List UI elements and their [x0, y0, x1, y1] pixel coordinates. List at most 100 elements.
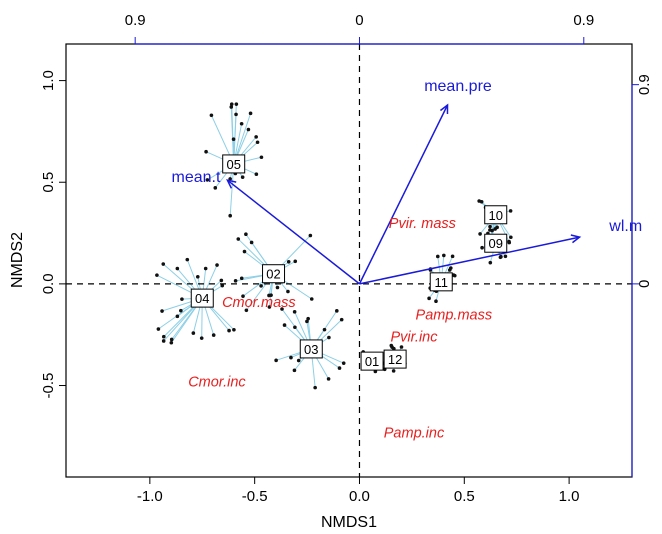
site-point [195, 274, 200, 279]
site-point [269, 293, 273, 297]
site-point [239, 121, 244, 126]
site-point [160, 309, 164, 313]
site-point [211, 333, 216, 337]
species-label: Pamp.mass [416, 307, 493, 323]
site-point [199, 336, 204, 340]
centroid-label: 04 [195, 291, 209, 306]
site-point [452, 273, 457, 278]
centroid-box [484, 233, 508, 253]
vector-arrowhead [570, 234, 582, 244]
top-axis-tick-label: 0.9 [573, 12, 594, 29]
site-point [219, 278, 224, 283]
species-label: Pvir.inc [390, 330, 438, 346]
site-point [293, 259, 298, 264]
site-point [185, 257, 190, 262]
site-point [399, 345, 404, 349]
centroid-label: 11 [434, 275, 448, 290]
vector-arrowhead [226, 179, 237, 189]
x-axis-tick-label: -0.5 [242, 488, 268, 505]
site-point [179, 308, 183, 313]
site-point [507, 239, 511, 244]
site-point [280, 307, 284, 311]
site-point [479, 199, 484, 204]
site-point [156, 327, 161, 331]
plot-frame [65, 43, 633, 478]
site-point [289, 355, 293, 360]
site-point [228, 213, 232, 218]
site-point [242, 249, 247, 254]
x-axis-title: NMDS1 [321, 514, 377, 531]
site-point [233, 279, 238, 283]
site-point [503, 254, 508, 259]
site-point [175, 266, 180, 271]
centroid-label: 05 [226, 157, 240, 172]
site-point [341, 361, 346, 365]
y-axis-title: NMDS2 [9, 232, 26, 288]
y-axis-tick-label: 0.0 [40, 273, 57, 294]
site-point [246, 127, 251, 132]
site-point [435, 254, 440, 259]
site-point [259, 284, 263, 288]
vector-label: wl.m [608, 218, 642, 235]
species-label: Pvir. mass [389, 216, 456, 232]
vector-line [226, 179, 360, 285]
site-point [427, 296, 431, 301]
site-point [337, 366, 342, 370]
site-point [203, 266, 208, 271]
zero-lines [66, 44, 632, 477]
spider-line [231, 104, 235, 164]
site-point [248, 111, 253, 116]
axes: -1.0 -0.5 0.0 0.5 1.0 -0.5 0.0 0.5 1.0 0.9 0 0.9 0.9… [40, 12, 653, 505]
site-point [450, 254, 455, 259]
site-point [215, 263, 219, 267]
site-point [449, 266, 453, 270]
site-point [254, 135, 258, 139]
spider-lines [156, 104, 512, 388]
site-point [234, 102, 239, 106]
centroid-label: 02 [266, 267, 280, 282]
site-point [274, 358, 278, 363]
centroid-label: 10 [489, 208, 503, 223]
centroid-label: 03 [304, 342, 318, 357]
site-point [389, 343, 394, 348]
site-point [292, 368, 297, 373]
site-point [175, 314, 180, 319]
site-point [161, 262, 166, 266]
site-point [282, 323, 287, 327]
site-point [305, 319, 309, 324]
centroid-label: 01 [365, 354, 379, 369]
centroid-box [383, 349, 407, 369]
site-point [293, 325, 297, 330]
environmental-vectors: mean.pre mean.t wl.m [172, 78, 642, 285]
site-point [488, 260, 493, 265]
site-points [155, 102, 513, 390]
site-point [267, 305, 272, 309]
site-point [161, 339, 166, 343]
site-point [161, 334, 166, 339]
centroid-box [484, 205, 508, 225]
site-point [231, 137, 236, 142]
right-axis-tick-label: 0 [636, 280, 653, 288]
vector-line [359, 236, 580, 285]
site-point [239, 276, 244, 281]
site-point [339, 317, 344, 322]
centroid-box [429, 272, 453, 292]
site-point [229, 102, 234, 106]
x-axis-tick-label: -1.0 [137, 488, 163, 505]
centroid-box [262, 264, 286, 284]
site-point [169, 340, 174, 345]
site-point [391, 369, 396, 373]
site-point [322, 327, 327, 332]
site-point [442, 253, 446, 258]
site-point [488, 228, 492, 232]
site-point [327, 335, 331, 340]
site-point [240, 175, 245, 179]
site-point [241, 294, 245, 298]
site-point [236, 237, 241, 241]
site-point [326, 377, 331, 381]
site-point [434, 299, 438, 304]
centroid-box [360, 351, 384, 371]
centroid-label: 12 [388, 352, 402, 367]
y-axis-tick-label: 1.0 [40, 70, 57, 91]
